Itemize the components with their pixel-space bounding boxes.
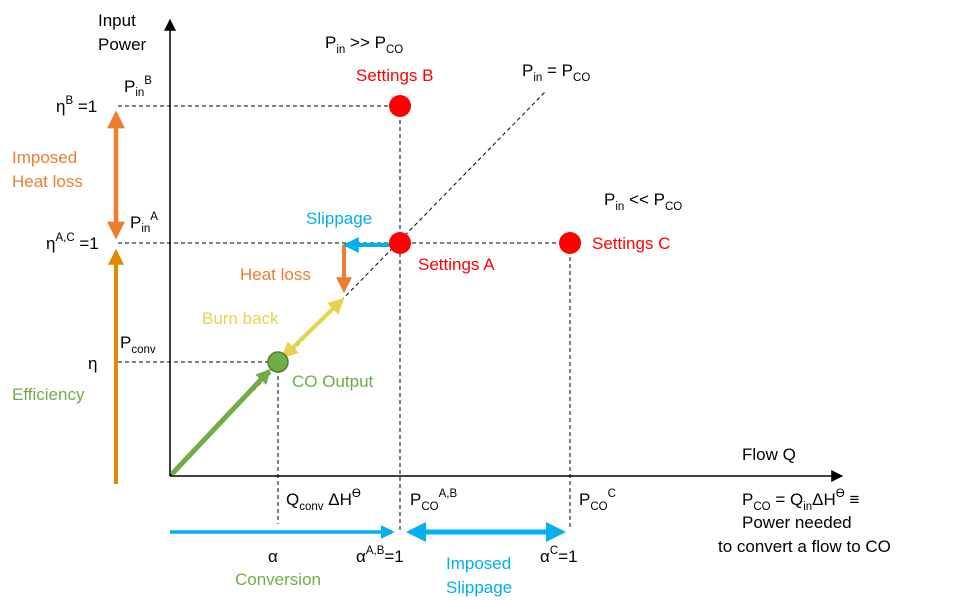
conversion-label: Conversion — [235, 570, 321, 589]
eta-ac-label: ηA,C =1 — [46, 232, 99, 253]
pin-a-label: PinA — [130, 211, 158, 235]
regime-label-above: Pin >> PCO — [325, 33, 403, 56]
alpha-c-label: αC=1 — [540, 545, 578, 566]
imposed-slippage-label-line2: Slippage — [446, 578, 512, 597]
heat-loss-label: Heat loss — [240, 265, 311, 284]
co-output-label: CO Output — [292, 372, 374, 391]
settings-b-label: Settings B — [356, 66, 434, 85]
alpha-ab-label: αA,B=1 — [356, 545, 404, 566]
co-output-point — [267, 351, 289, 373]
qconv-label: Qconv ΔHϴ — [286, 488, 361, 513]
eta-b-label: ηB =1 — [56, 95, 97, 116]
definition-line2: Power needed — [742, 513, 852, 532]
imposed-heat-loss-label-line2: Heat loss — [12, 172, 83, 191]
pco-ab-label: PCOA,B — [410, 488, 457, 513]
slippage-label: Slippage — [306, 209, 372, 228]
imposed-heat-loss-label-line1: Imposed — [12, 148, 77, 167]
alpha-label: α — [268, 547, 278, 566]
co-output-arrow — [170, 368, 272, 476]
definition-equation: PCO = QinΔHϴ ≡ — [742, 488, 859, 513]
x-axis-label: Flow Q — [742, 445, 796, 464]
definition-line3: to convert a flow to CO — [718, 537, 891, 556]
y-axis-label-line1: Input — [98, 11, 136, 30]
y-axis-label-line2: Power — [98, 35, 147, 54]
settings-b-point — [389, 95, 411, 117]
eta-label: η — [88, 354, 97, 373]
pco-c-label: PCOC — [579, 488, 616, 513]
settings-a-point — [389, 232, 411, 254]
settings-c-point — [559, 232, 581, 254]
imposed-slippage-label-line1: Imposed — [446, 554, 511, 573]
regime-label-equal: Pin = PCO — [522, 61, 590, 84]
equality-line — [169, 91, 546, 477]
burn-back-arrow — [281, 297, 345, 359]
settings-a-label: Settings A — [418, 255, 495, 274]
settings-c-label: Settings C — [592, 234, 670, 253]
efficiency-label: Efficiency — [12, 385, 85, 404]
regime-label-below: Pin << PCO — [604, 190, 682, 213]
burn-back-label: Burn back — [202, 309, 279, 328]
pconv-label: Pconv — [120, 333, 156, 356]
pin-b-label: PinB — [124, 75, 152, 99]
